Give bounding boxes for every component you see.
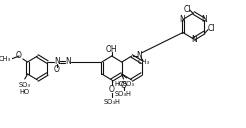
Text: SO₃: SO₃ (123, 81, 135, 87)
Text: O: O (16, 51, 22, 61)
Text: SO₃H: SO₃H (103, 99, 120, 105)
Text: N: N (54, 57, 60, 67)
Text: Cl: Cl (207, 24, 215, 33)
Text: HO: HO (20, 89, 30, 95)
Text: N: N (179, 15, 185, 24)
Text: CH₃: CH₃ (138, 59, 150, 65)
Text: Cl: Cl (183, 4, 191, 13)
Text: SO₃H: SO₃H (115, 91, 132, 97)
Text: SO₃: SO₃ (19, 82, 31, 88)
Text: N: N (137, 51, 142, 61)
Text: CH₃: CH₃ (0, 56, 11, 62)
Text: HO·: HO· (115, 81, 127, 87)
Text: N: N (192, 35, 198, 44)
Text: O: O (109, 86, 115, 94)
Text: N: N (201, 15, 207, 24)
Text: OH: OH (106, 45, 118, 54)
Text: N: N (65, 57, 71, 67)
Text: O: O (54, 65, 60, 73)
Text: O: O (121, 81, 126, 89)
